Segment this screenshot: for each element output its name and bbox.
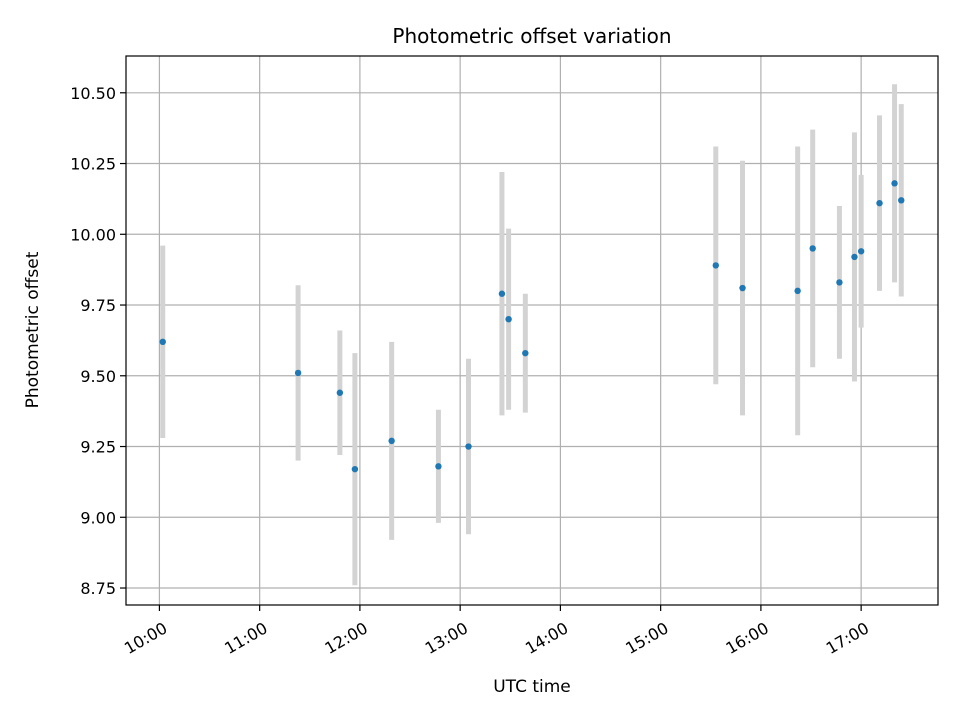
data-point (836, 279, 843, 286)
data-point (435, 463, 442, 470)
data-point (159, 338, 166, 346)
y-axis: 8.75 9.00 9.25 9.50 9.75 10.00 10.25 10.50 (70, 84, 126, 598)
data-point (794, 287, 801, 295)
y-tick-label: 9.25 (80, 438, 116, 457)
data-point (465, 443, 472, 450)
data-point (712, 262, 719, 269)
grid (126, 56, 938, 605)
data-point (898, 197, 905, 204)
data-point (498, 290, 506, 297)
y-tick-label: 10.50 (70, 84, 116, 103)
chart-title: Photometric offset variation (392, 24, 671, 48)
data-point (891, 180, 898, 187)
y-tick-label: 8.75 (80, 579, 116, 598)
data-point (876, 199, 883, 207)
data-point (505, 315, 512, 323)
x-axis-title: UTC time (493, 677, 571, 697)
data-point (294, 369, 302, 377)
y-tick-label: 9.50 (80, 367, 116, 386)
y-tick-label: 9.75 (80, 296, 116, 315)
y-axis-title: Photometric offset (23, 251, 43, 408)
data-point (336, 389, 344, 396)
data-point (388, 437, 395, 445)
y-tick-label: 9.00 (80, 508, 116, 527)
data-point (739, 284, 746, 292)
data-point (809, 245, 816, 252)
data-point (851, 253, 858, 261)
y-tick-label: 10.00 (70, 225, 116, 244)
data-point (522, 349, 529, 357)
plot-area-frame (125, 55, 939, 606)
data-points (159, 180, 905, 473)
y-tick-label: 10.25 (70, 155, 116, 174)
data-point (351, 465, 359, 473)
data-point (857, 248, 865, 255)
